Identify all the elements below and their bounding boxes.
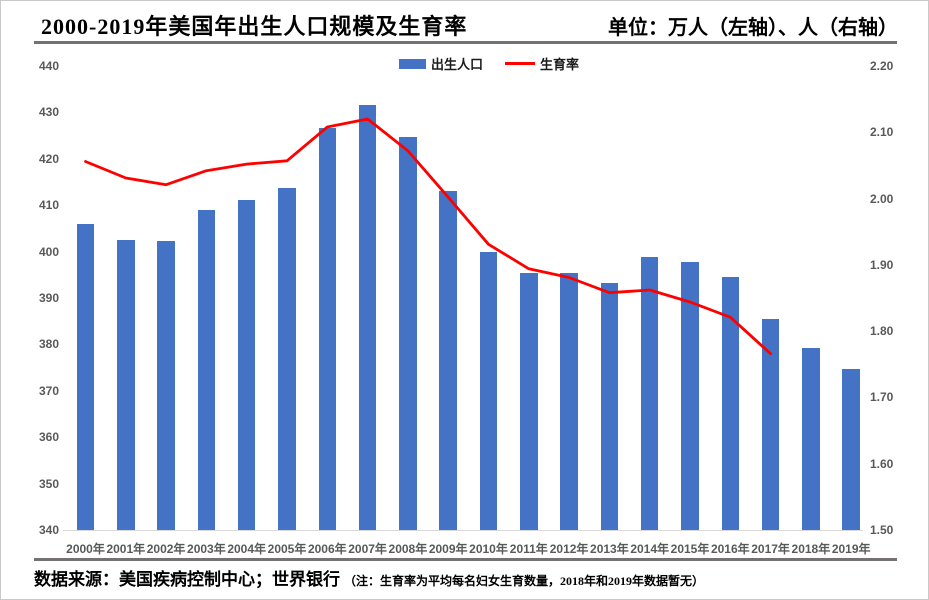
legend-label: 出生人口 [431,57,484,72]
chart-legend: 出生人口 生育率 [399,54,579,73]
x-axis-label: 2016年 [710,542,750,556]
birth-population-bar [278,187,296,530]
left-axis-tick: 400 [38,244,59,259]
x-axis-label: 2002年 [146,542,186,556]
birth-population-bar [76,224,95,530]
left-axis-tick: 430 [38,105,59,120]
bar-swatch-icon [399,58,426,69]
legend-label: 生育率 [540,57,580,72]
birth-population-bar [439,190,457,530]
data-source-text: 数据来源：美国疾病控制中心；世界银行 [34,570,340,589]
x-axis-label: 2007年 [348,542,387,556]
footer-divider [34,558,897,561]
x-axis-label: 2006年 [307,542,347,556]
right-axis-tick: 2.20 [870,59,894,73]
birth-population-bar [157,241,175,530]
birth-population-bar [479,252,498,530]
left-axis-tick: 390 [38,291,59,305]
x-axis-label: 2018年 [791,542,831,556]
birth-population-bar [600,283,619,530]
birth-population-bar [237,199,256,530]
left-axis-tick: 440 [38,59,59,73]
x-axis-label: 2008年 [388,542,428,556]
birth-population-bar [640,257,659,530]
legend-item-births: 出生人口 [399,54,483,73]
birth-population-bar [842,368,860,530]
left-axis-tick: 410 [38,198,59,213]
right-axis-tick: 2.00 [870,191,894,206]
right-axis-tick: 2.10 [870,125,894,140]
left-axis-tick: 370 [38,383,59,398]
x-axis-label: 2019年 [831,542,871,556]
birth-population-bar [560,273,578,530]
x-axis-label: 2000年 [66,542,105,556]
left-axis-tick: 350 [38,476,59,491]
line-swatch-icon [505,62,536,65]
right-axis-tick: 1.50 [870,523,894,537]
birth-population-bar [318,128,337,530]
right-axis-tick: 1.60 [870,456,894,471]
x-axis-label: 2004年 [227,542,267,556]
birth-population-bar [117,239,135,530]
page-title: 2000-2019年美国年出生人口规模及生育率 [41,14,468,39]
right-axis-tick: 1.80 [870,324,894,339]
legend-item-fertility: 生育率 [505,54,579,73]
x-axis-line [63,530,863,531]
birth-population-bar [520,272,538,530]
birth-population-bar [802,348,820,530]
axis-units-label: 单位：万人（左轴）、人（右轴） [608,17,898,39]
birth-population-bar [721,276,740,530]
x-axis-label: 2012年 [549,542,589,556]
x-axis-label: 2014年 [630,542,670,556]
birth-population-bar [399,136,417,530]
x-axis-label: 2009年 [428,542,468,556]
x-axis-label: 2010年 [469,542,508,556]
x-axis-label: 2003年 [187,542,226,556]
left-axis-tick: 380 [38,337,59,352]
birth-population-bar [761,318,780,530]
source-note: 数据来源：美国疾病控制中心；世界银行 （注：生育率为平均每名妇女生育数量，2018… [34,565,704,590]
x-axis-label: 2015年 [670,542,710,556]
right-axis-tick: 1.70 [870,390,894,405]
birth-population-bar [358,104,377,530]
birth-population-bar [681,261,699,530]
x-axis-label: 2011年 [509,542,548,556]
left-axis-tick: 420 [38,151,59,166]
left-axis-tick: 360 [38,430,59,445]
x-axis-label: 2013年 [590,542,629,556]
footnote-text: （注：生育率为平均每名妇女生育数量，2018年和2019年数据暂无） [344,574,705,588]
right-axis-tick: 1.90 [870,257,894,272]
birth-population-bar [197,209,216,530]
title-divider [34,41,897,44]
x-axis-label: 2001年 [106,542,146,556]
left-axis-tick: 340 [38,523,59,537]
x-axis-label: 2005年 [267,542,307,556]
x-axis-label: 2017年 [751,542,790,556]
